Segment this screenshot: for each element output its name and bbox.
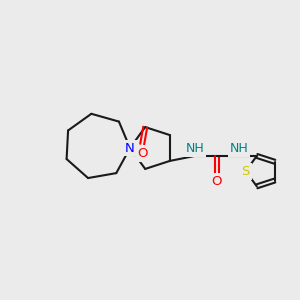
Text: S: S bbox=[242, 165, 250, 178]
Text: NH: NH bbox=[230, 142, 248, 155]
Text: O: O bbox=[137, 147, 148, 160]
Text: NH: NH bbox=[185, 142, 204, 155]
Text: O: O bbox=[212, 176, 222, 188]
Text: N: N bbox=[125, 142, 135, 154]
